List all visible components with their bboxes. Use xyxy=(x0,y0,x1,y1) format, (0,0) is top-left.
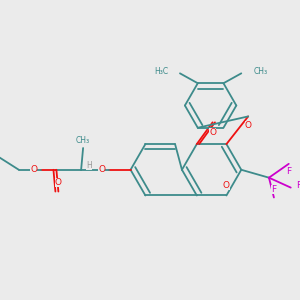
Text: O: O xyxy=(98,165,105,174)
Text: F: F xyxy=(296,181,300,190)
Text: O: O xyxy=(245,121,252,130)
Text: F: F xyxy=(271,185,277,194)
Text: H₃C: H₃C xyxy=(154,68,168,76)
Text: CH₃: CH₃ xyxy=(253,68,267,76)
Text: O: O xyxy=(223,181,230,190)
Text: O: O xyxy=(30,165,37,174)
Text: O: O xyxy=(209,128,216,137)
Text: O: O xyxy=(55,178,62,187)
Text: F: F xyxy=(286,167,291,176)
Text: CH₃: CH₃ xyxy=(76,136,90,145)
Text: H: H xyxy=(86,161,92,170)
